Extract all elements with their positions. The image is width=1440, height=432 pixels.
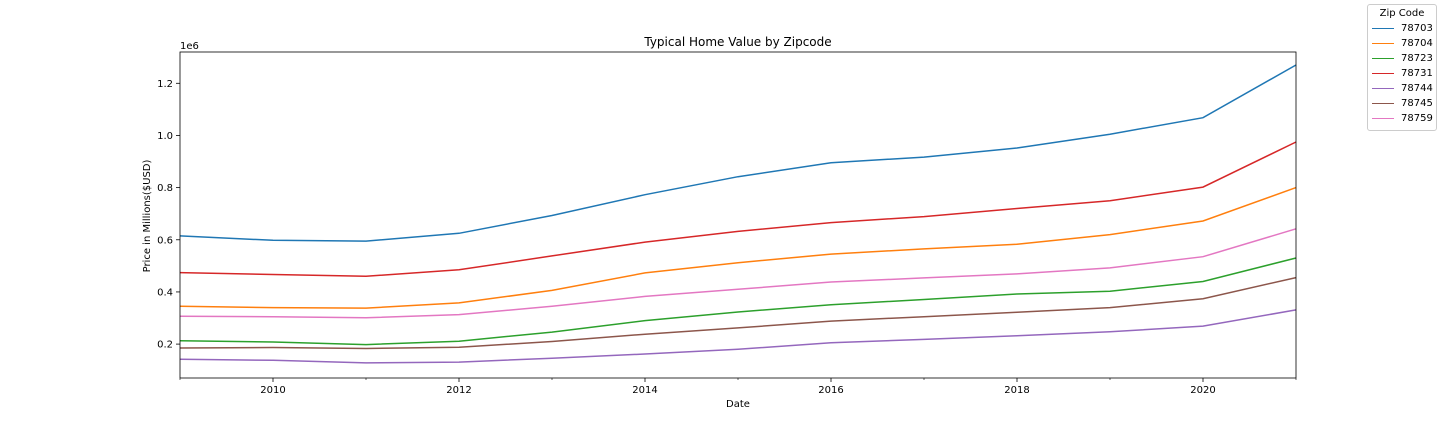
y-tick-label: 1.0: [157, 131, 173, 142]
legend-swatch: [1372, 58, 1394, 59]
legend-swatch: [1372, 73, 1394, 74]
legend-label: 78745: [1401, 98, 1433, 109]
legend-item-78744: 78744: [1368, 81, 1436, 96]
x-tick-label: 2018: [1004, 385, 1029, 396]
y-tick-label: 0.2: [157, 340, 173, 351]
legend-swatch: [1372, 43, 1394, 44]
chart-title: Typical Home Value by Zipcode: [643, 35, 831, 49]
series-line-78745: [179, 276, 1297, 350]
legend-label: 78723: [1401, 53, 1433, 64]
y-tick-label: 0.6: [157, 235, 173, 246]
x-tick-label: 2020: [1190, 385, 1215, 396]
legend-label: 78759: [1401, 113, 1433, 124]
legend-item-78731: 78731: [1368, 66, 1436, 81]
x-tick-label: 2014: [632, 385, 657, 396]
legend-item-78723: 78723: [1368, 51, 1436, 66]
legend-item-78745: 78745: [1368, 96, 1436, 111]
x-tick-label: 2010: [260, 385, 285, 396]
legend-swatch: [1372, 103, 1394, 104]
series-line-78744: [179, 309, 1297, 364]
series-line-78731: [179, 141, 1297, 278]
series-line-78723: [179, 257, 1297, 346]
legend-item-78703: 78703: [1368, 21, 1436, 36]
legend-item-78704: 78704: [1368, 36, 1436, 51]
x-tick-label: 2016: [818, 385, 843, 396]
legend: Zip Code 78703 78704 78723 78731 78744 78745 7…: [1367, 4, 1437, 131]
legend-item-78759: 78759: [1368, 111, 1436, 126]
series-line-78759: [179, 228, 1297, 319]
legend-items: 78703 78704 78723 78731 78744 78745 78759: [1368, 21, 1436, 126]
x-axis-label: Date: [726, 399, 750, 410]
y-tick-label: 0.8: [157, 183, 173, 194]
tick-layer: 2010 2012 2014 2016 2018 2020 0.2 0.4 0.6 0.8 1.0 1…: [157, 79, 1297, 396]
legend-swatch: [1372, 118, 1394, 119]
legend-label: 78744: [1401, 83, 1433, 94]
legend-label: 78703: [1401, 23, 1433, 34]
y-axis-label: Price in Millions($USD): [142, 160, 153, 273]
series-layer: [179, 64, 1297, 364]
legend-label: 78731: [1401, 68, 1433, 79]
series-line-78703: [179, 64, 1297, 242]
legend-swatch: [1372, 88, 1394, 89]
legend-title: Zip Code: [1379, 8, 1425, 19]
x-tick-label: 2012: [446, 385, 471, 396]
legend-swatch: [1372, 28, 1394, 29]
y-tick-label: 1.2: [157, 79, 173, 90]
legend-label: 78704: [1401, 38, 1433, 49]
series-line-78704: [179, 186, 1297, 309]
y-tick-label: 0.4: [157, 287, 173, 298]
plot-frame: [179, 51, 1297, 379]
y-offset-label: 1e6: [180, 41, 199, 52]
